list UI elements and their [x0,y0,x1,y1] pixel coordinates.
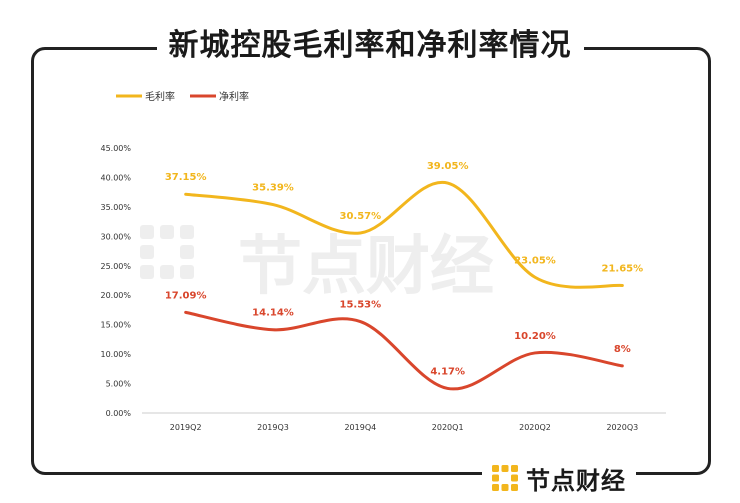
data-labels: 37.15% 35.39% 30.57% 39.05% 23.05% 21.65% 17.0… [165,161,643,377]
brand-grid-icon [492,465,518,491]
data-label-gross: 35.39% [252,183,294,194]
brand-name: 节点财经 [526,466,626,495]
data-label-gross: 39.05% [427,161,469,172]
data-label-net: 14.14% [252,308,294,319]
data-label-net: 15.53% [340,300,382,311]
y-tick-label: 0.00% [106,409,132,418]
legend-label-net: 净利率 [219,90,249,103]
x-tick-label: 2019Q3 [257,423,289,432]
watermark-text: 节点财经 [238,230,494,304]
y-tick-label: 25.00% [100,262,131,271]
data-label-gross: 30.57% [340,211,382,222]
data-label-net: 10.20% [514,331,556,342]
y-axis-ticks: 0.00% 5.00% 10.00% 15.00% 20.00% 25.00% 30.00%… [100,144,131,418]
series-line-gross [184,180,624,289]
y-tick-label: 10.00% [100,350,131,359]
y-tick-label: 5.00% [106,380,132,389]
data-label-net: 8% [614,344,631,355]
y-tick-label: 20.00% [100,291,131,300]
data-label-net: 4.17% [430,366,465,377]
title-bar: 新城控股毛利率和净利率情况 [0,22,740,70]
data-label-net: 17.09% [165,290,207,301]
legend: 毛利率 净利率 [116,90,249,103]
y-tick-label: 45.00% [100,144,131,153]
x-axis-ticks: 2019Q2 2019Q3 2019Q4 2020Q1 2020Q2 2020Q3 [170,423,638,432]
watermark-logo-icon [140,225,194,279]
x-tick-label: 2019Q2 [170,423,202,432]
legend-item-gross: 毛利率 [116,90,175,103]
series-line-net [184,310,624,391]
data-label-gross: 21.65% [602,264,644,275]
brand-logo: 节点财经 [482,460,636,496]
data-label-gross: 37.15% [165,172,207,183]
y-tick-label: 15.00% [100,321,131,330]
watermark: 节点财经 [140,225,494,304]
x-tick-label: 2020Q3 [606,423,638,432]
legend-label-gross: 毛利率 [145,90,175,103]
chart-title: 新城控股毛利率和净利率情况 [156,22,584,70]
x-tick-label: 2019Q4 [344,423,376,432]
x-tick-label: 2020Q2 [519,423,551,432]
y-tick-label: 40.00% [100,173,131,182]
y-tick-label: 30.00% [100,232,131,241]
legend-item-net: 净利率 [190,90,249,103]
x-tick-label: 2020Q1 [432,423,464,432]
series-lines [184,180,624,391]
data-label-gross: 23.05% [514,255,556,266]
y-tick-label: 35.00% [100,203,131,212]
